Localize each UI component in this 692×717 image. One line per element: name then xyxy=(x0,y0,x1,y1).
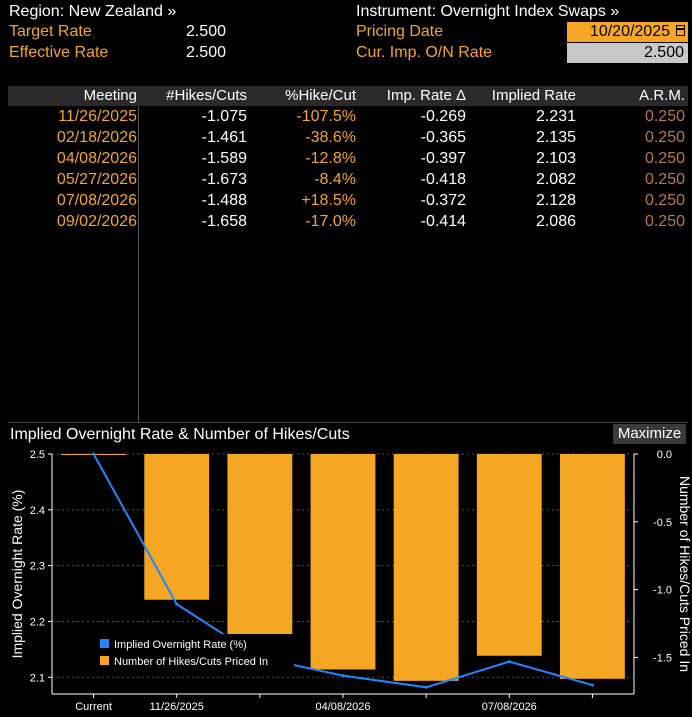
left-tick-label: 2.2 xyxy=(30,616,45,628)
table-row[interactable]: 02/18/2026 -1.461 -38.6% -0.365 2.135 0.250 xyxy=(8,127,688,148)
table-row[interactable]: 05/27/2026 -1.673 -8.4% -0.418 2.082 0.250 xyxy=(8,169,688,190)
table-bottom-border xyxy=(8,422,688,423)
pricing-date-value: 10/20/2025 xyxy=(589,23,670,40)
chart-title: Implied Overnight Rate & Number of Hikes… xyxy=(10,426,350,443)
implied-rate-point xyxy=(175,602,179,606)
table-row[interactable]: 09/02/2026 -1.658 -17.0% -0.414 2.086 0.250 xyxy=(8,211,688,232)
cell-meeting: 09/02/2026 xyxy=(56,213,137,230)
cell-imp-delta: -0.414 xyxy=(420,213,466,230)
hikes-cuts-bar xyxy=(310,454,376,670)
cell-meeting: 07/08/2026 xyxy=(56,192,137,209)
hikes-cuts-bar xyxy=(476,454,542,656)
legend-label-hikes: Number of Hikes/Cuts Priced In xyxy=(114,656,268,668)
cell-arm: 0.250 xyxy=(644,213,685,230)
legend-swatch-rate xyxy=(100,639,109,648)
cur-imp-rate-input[interactable]: 2.500 xyxy=(567,43,688,63)
cell-arm: 0.250 xyxy=(644,129,685,146)
cell-meeting: 02/18/2026 xyxy=(56,129,137,146)
effective-rate-label: Effective Rate xyxy=(9,44,109,61)
x-tick-label: 11/26/2025 xyxy=(150,701,204,713)
cell-pct: -38.6% xyxy=(305,129,356,146)
region-selector[interactable]: Region: New Zealand » xyxy=(9,3,177,20)
cell-hikes-cuts: -1.658 xyxy=(201,213,247,230)
implied-rate-point xyxy=(507,660,511,664)
cell-meeting: 11/26/2025 xyxy=(58,108,137,125)
table-row[interactable]: 04/08/2026 -1.589 -12.8% -0.397 2.103 0.250 xyxy=(8,148,688,169)
left-tick-label: 2.5 xyxy=(30,449,45,461)
left-tick-label: 2.1 xyxy=(30,672,45,684)
cell-arm: 0.250 xyxy=(644,192,685,209)
cell-imp-delta: -0.372 xyxy=(420,192,466,209)
cell-implied: 2.086 xyxy=(535,213,576,230)
meetings-table: Meeting #Hikes/Cuts %Hike/Cut Imp. Rate … xyxy=(8,86,688,423)
pricing-date-input[interactable]: 10/20/2025 xyxy=(567,22,688,42)
cell-pct: +18.5% xyxy=(301,192,356,209)
x-tick-label: Current xyxy=(75,701,112,713)
col-meeting[interactable]: Meeting xyxy=(83,87,137,104)
target-rate-value: 2.500 xyxy=(185,23,226,40)
right-tick-label: 0.0 xyxy=(657,449,672,461)
meeting-column-divider xyxy=(8,106,139,422)
col-imp-rate-delta[interactable]: Imp. Rate Δ xyxy=(386,87,466,104)
implied-rate-point xyxy=(590,683,594,687)
cell-imp-delta: -0.397 xyxy=(420,150,466,167)
cell-implied: 2.231 xyxy=(535,108,576,125)
x-tick-label: 04/08/2026 xyxy=(315,701,370,713)
cell-meeting: 04/08/2026 xyxy=(56,150,137,167)
cur-imp-rate-label: Cur. Imp. O/N Rate xyxy=(356,44,493,61)
right-tick-label: -0.5 xyxy=(653,517,672,529)
cell-implied: 2.082 xyxy=(535,171,576,188)
cell-hikes-cuts: -1.488 xyxy=(201,192,247,209)
right-axis-title: Number of Hikes/Cuts Priced In xyxy=(677,476,692,672)
effective-rate-value: 2.500 xyxy=(185,44,226,61)
cell-pct: -12.8% xyxy=(305,150,356,167)
implied-rate-point xyxy=(341,674,345,678)
left-tick-label: 2.3 xyxy=(30,561,45,573)
left-axis-title: Implied Overnight Rate (%) xyxy=(9,490,25,659)
hikes-cuts-bar xyxy=(227,454,293,653)
cell-pct: -107.5% xyxy=(296,108,356,125)
maximize-button[interactable]: Maximize xyxy=(613,424,686,444)
cell-arm: 0.250 xyxy=(644,150,685,167)
cell-imp-delta: -0.418 xyxy=(420,171,466,188)
hikes-cuts-bar xyxy=(144,454,210,600)
cell-pct: -17.0% xyxy=(305,213,356,230)
cell-implied: 2.103 xyxy=(535,150,576,167)
cell-pct: -8.4% xyxy=(314,171,356,188)
col-hikes-cuts[interactable]: #Hikes/Cuts xyxy=(166,87,247,104)
cell-arm: 0.250 xyxy=(644,108,685,125)
calendar-icon[interactable] xyxy=(676,25,685,36)
cell-imp-delta: -0.269 xyxy=(420,108,466,125)
cell-implied: 2.135 xyxy=(535,129,576,146)
implied-rate-point xyxy=(92,452,96,456)
rate-chart: 2.5 2.4 2.3 2.2 2.1 0.0 -0.5 -1.0 -1.5 Current 11/… xyxy=(9,449,692,713)
target-rate-label: Target Rate xyxy=(9,23,92,40)
pricing-date-label: Pricing Date xyxy=(356,23,444,40)
table-header: Meeting #Hikes/Cuts %Hike/Cut Imp. Rate … xyxy=(8,86,688,106)
col-arm[interactable]: A.R.M. xyxy=(639,87,685,104)
left-tick-label: 2.4 xyxy=(30,505,45,517)
legend-swatch-hikes xyxy=(100,656,109,665)
legend-label-rate: Implied Overnight Rate (%) xyxy=(114,639,247,651)
cell-meeting: 05/27/2026 xyxy=(56,171,137,188)
cell-implied: 2.128 xyxy=(535,192,576,209)
cell-arm: 0.250 xyxy=(644,171,685,188)
x-tick-label: 07/08/2026 xyxy=(482,701,537,713)
cell-hikes-cuts: -1.673 xyxy=(201,171,247,188)
legend-box xyxy=(94,634,294,674)
cell-imp-delta: -0.365 xyxy=(420,129,466,146)
col-implied-rate[interactable]: Implied Rate xyxy=(491,87,576,104)
instrument-selector[interactable]: Instrument: Overnight Index Swaps » xyxy=(356,3,620,20)
right-tick-label: -1.0 xyxy=(653,585,672,597)
col-pct-hike-cut[interactable]: %Hike/Cut xyxy=(285,87,356,104)
implied-rate-point xyxy=(424,685,428,689)
cell-hikes-cuts: -1.589 xyxy=(201,150,247,167)
table-row[interactable]: 11/26/2025 -1.075 -107.5% -0.269 2.231 0.250 xyxy=(8,106,688,127)
hikes-cuts-bar xyxy=(560,454,625,679)
table-row[interactable]: 07/08/2026 -1.488 +18.5% -0.372 2.128 0.250 xyxy=(8,190,688,211)
right-tick-label: -1.5 xyxy=(653,652,672,664)
cell-hikes-cuts: -1.461 xyxy=(201,129,247,146)
hikes-cuts-bar xyxy=(393,454,459,681)
cell-hikes-cuts: -1.075 xyxy=(201,108,247,125)
